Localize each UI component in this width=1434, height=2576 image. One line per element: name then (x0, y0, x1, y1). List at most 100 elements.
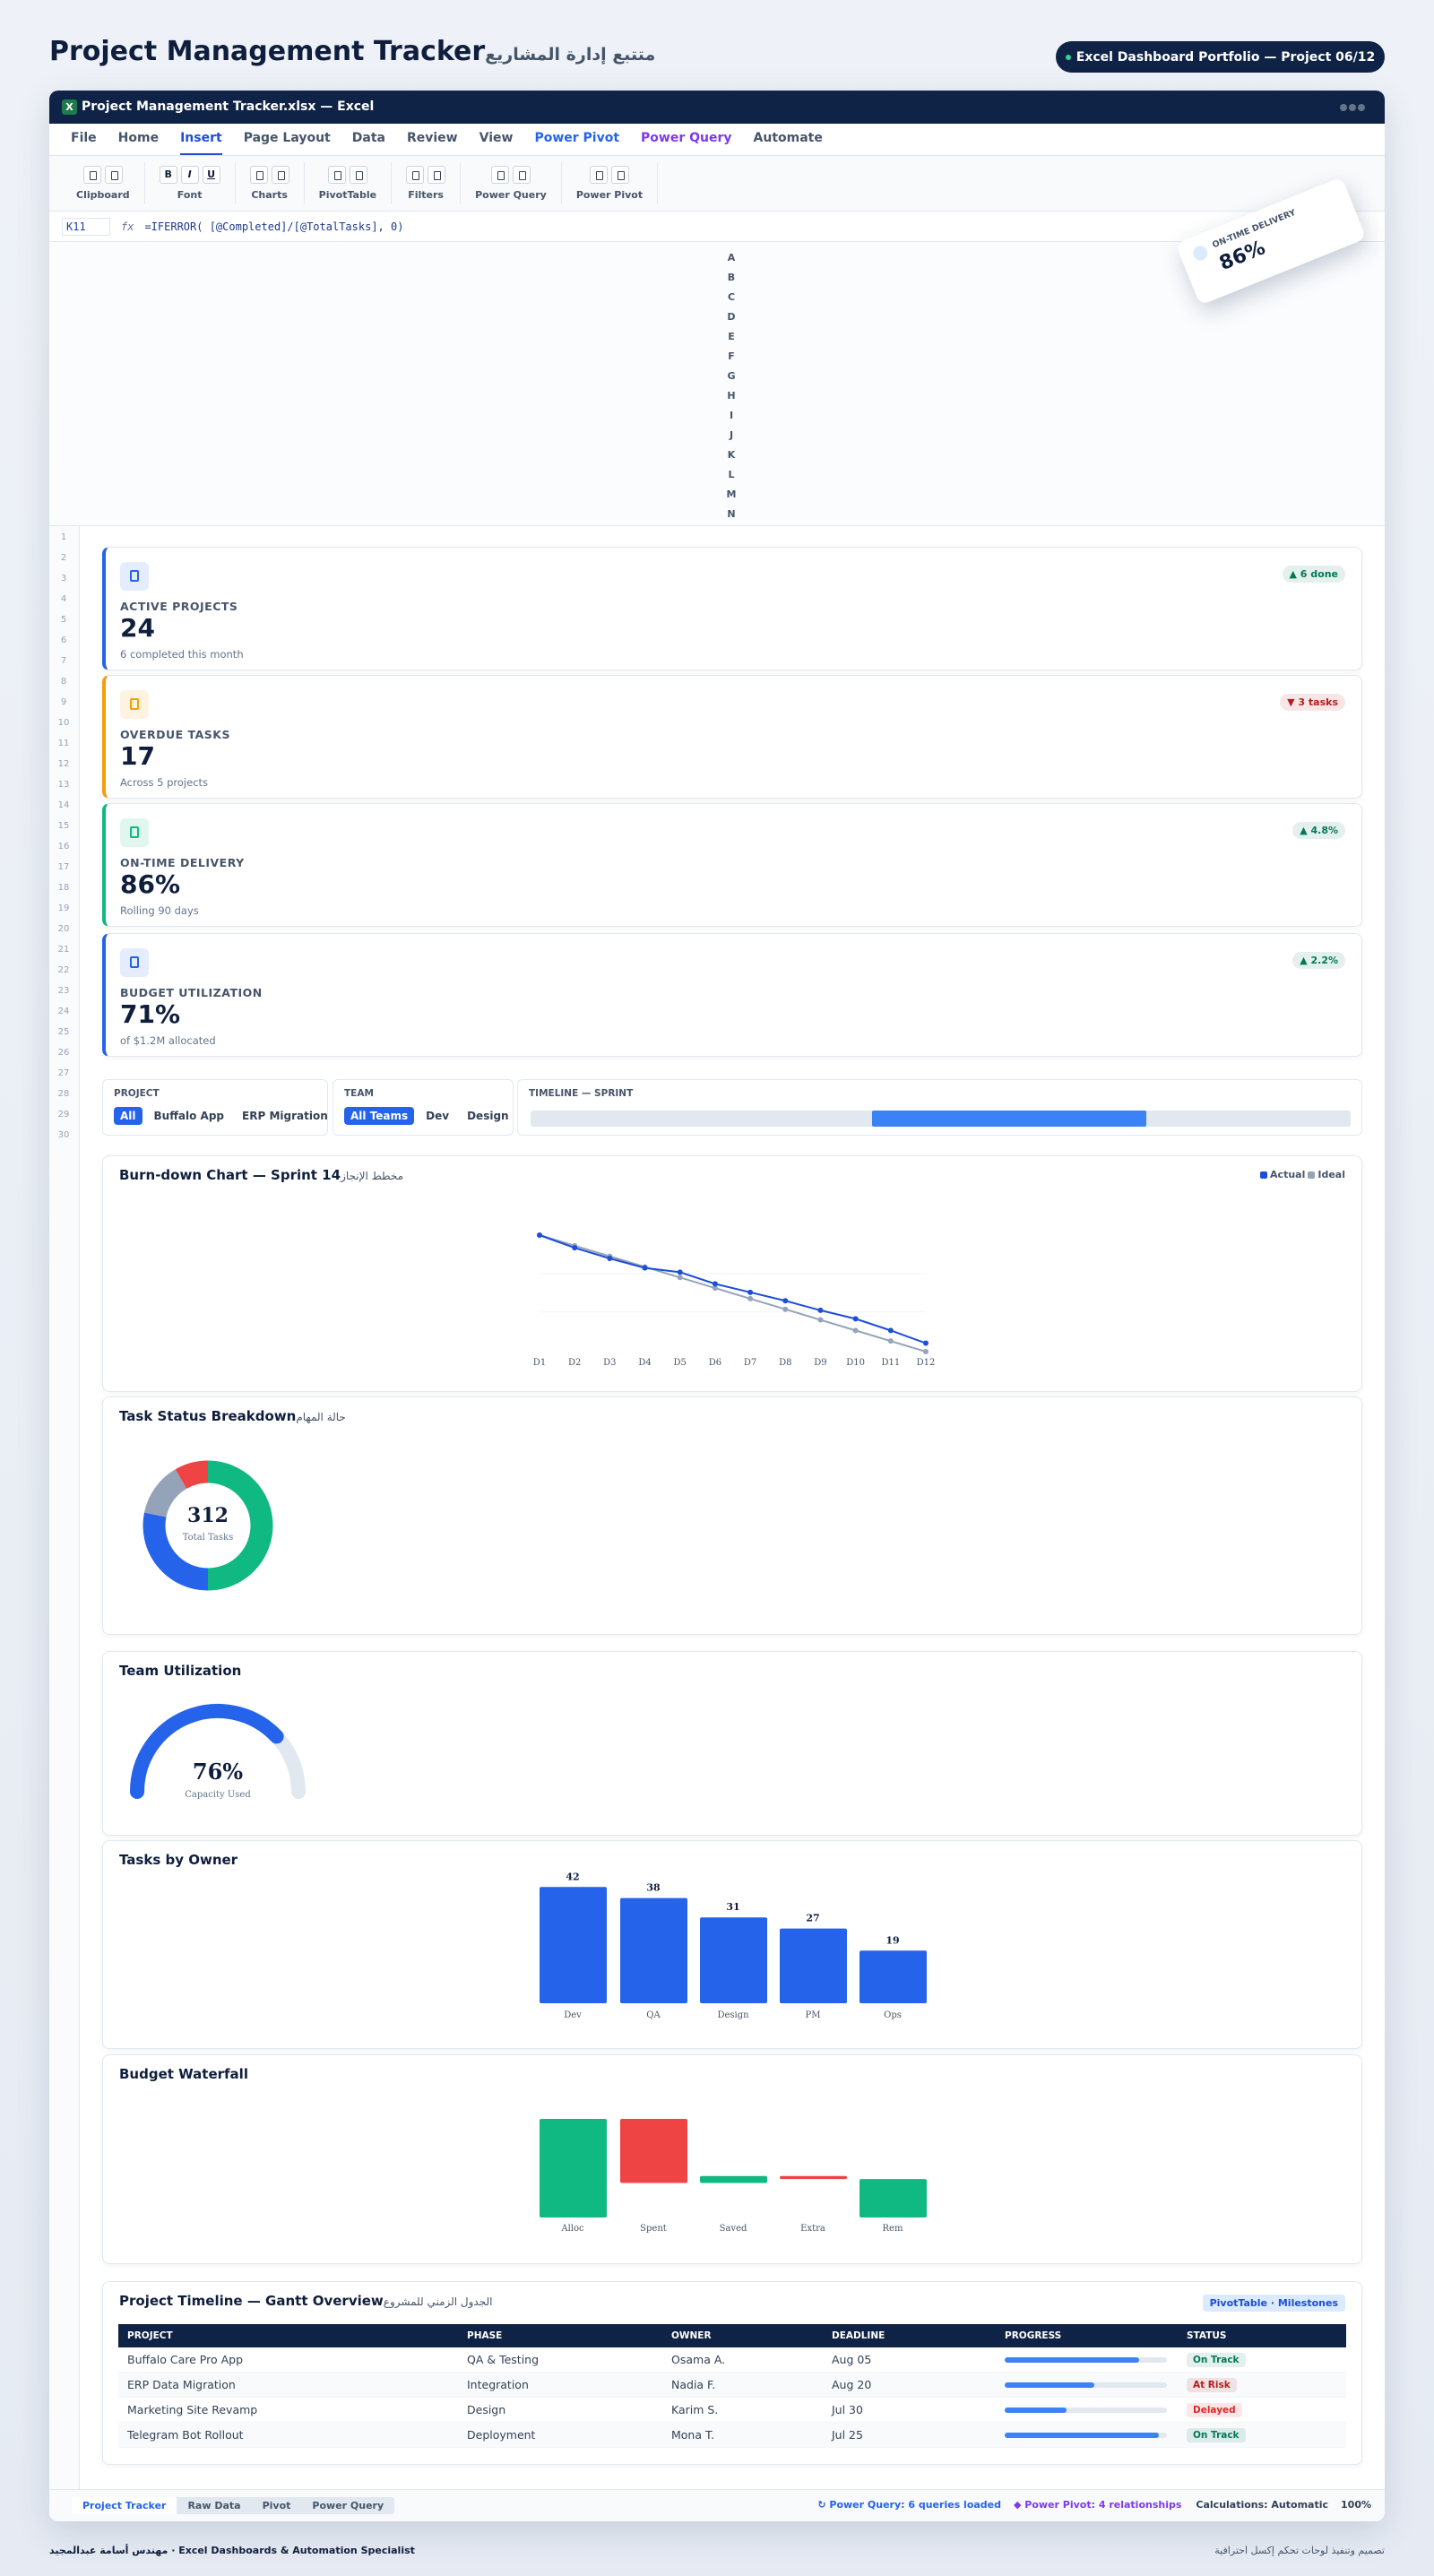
ribbon-button[interactable] (249, 166, 268, 184)
column-header: F (728, 350, 735, 362)
column-heading: DEADLINE (832, 2330, 885, 2341)
row-number: 1 (60, 532, 67, 542)
timeline-track[interactable] (531, 1111, 1351, 1127)
series-point (817, 1307, 824, 1313)
ribbon-tab[interactable]: Home (117, 131, 160, 145)
kpi-icon (120, 562, 149, 591)
footer-left: مهندس أسامة عبدالمجيد · Excel Dashboards… (49, 2545, 415, 2556)
sheet-tab[interactable]: Raw Data (187, 2500, 241, 2511)
ribbon-tab[interactable]: Insert (180, 124, 222, 155)
chart-card: D1 D2 D3 D4 D5 D6 D7 D8 D9 D10 D11 D12 Burn-down Cha… (102, 1155, 1362, 1392)
ribbon-tab[interactable]: Power Pivot (534, 131, 620, 145)
ribbon-buttons (327, 166, 367, 184)
chart-header: Team Utilization (119, 1663, 241, 1679)
ribbon-group-label: Power Query (475, 189, 547, 201)
kpi-card: ACTIVE PROJECTS 24 6 completed this month ▲… (102, 547, 1362, 670)
x-tick-label: QA (646, 2010, 661, 2020)
name-box[interactable]: K11 (62, 217, 110, 236)
x-tick-label: D7 (744, 1358, 756, 1368)
ribbon-buttons (589, 166, 629, 184)
table-cell: Karim S. (671, 2403, 719, 2416)
table-row: ERP Data Migration Integration Nadia F. Aug… (118, 2373, 1346, 2398)
slicer-option[interactable]: All Teams (344, 1107, 415, 1125)
chart-header: Burn-down Chart — Sprint 14 مخطط الإنجاز (119, 1167, 403, 1183)
ribbon-group: B I U Font (145, 162, 236, 204)
kpi-icon-glyph (130, 698, 139, 710)
ribbon-tab[interactable]: Page Layout (243, 131, 331, 145)
ribbon-button[interactable] (589, 166, 608, 184)
ribbon-tab[interactable]: Review (406, 131, 458, 145)
slicer-option[interactable]: Dev (426, 1110, 450, 1122)
ribbon-button[interactable] (490, 166, 509, 184)
ribbon-button[interactable] (327, 166, 346, 184)
donut-segment (175, 1460, 209, 1490)
ribbon-tab[interactable]: Automate (753, 131, 823, 145)
chart: 312 Total Tasks (143, 1460, 273, 1591)
ribbon-tab[interactable]: Power Query (641, 131, 732, 145)
chart-header: Budget Waterfall (119, 2066, 248, 2082)
ribbon-tab[interactable]: File (71, 131, 97, 145)
column-header: J (729, 429, 734, 441)
ribbon-button[interactable]: U (202, 166, 220, 184)
series-point (607, 1256, 613, 1261)
value-label: 42 (566, 1871, 579, 1882)
window-control[interactable] (1349, 104, 1356, 111)
ribbon-button[interactable] (428, 166, 446, 184)
slicer-option[interactable]: All (114, 1107, 143, 1125)
chart-card: 312 Total Tasks Task Status Breakdown حالة … (102, 1396, 1362, 1635)
ribbon-button[interactable]: B (159, 166, 177, 184)
chart-title: Burn-down Chart — Sprint 14 (119, 1167, 341, 1183)
ribbon-button[interactable] (104, 166, 123, 184)
column-header: C (727, 291, 736, 303)
donut-segment (207, 1460, 273, 1591)
table-header: PROJECT PHASE OWNER DEADLINE PROGRESS STATUS (118, 2324, 1346, 2347)
sheet-tab[interactable]: Power Query (312, 2500, 384, 2511)
table-cell: Osama A. (671, 2353, 726, 2366)
ribbon-button[interactable]: I (180, 166, 199, 184)
ribbon-button[interactable] (610, 166, 629, 184)
x-tick-label: Design (717, 2010, 749, 2020)
series-point (677, 1275, 683, 1281)
gantt-badge: PivotTable · Milestones (1202, 2295, 1345, 2312)
ribbon-buttons (406, 166, 446, 184)
ribbon-button[interactable] (82, 166, 101, 184)
sheet-tab[interactable]: Pivot (262, 2500, 291, 2511)
column-header: A (727, 252, 736, 264)
sheet-tab[interactable]: Project Tracker (72, 2497, 177, 2514)
row-number: 30 (57, 1130, 70, 1140)
row-number: 21 (57, 945, 70, 955)
value-label: 31 (726, 1901, 739, 1913)
ribbon-button[interactable] (406, 166, 425, 184)
column-header: I (729, 410, 734, 421)
x-tick-label: D9 (814, 1358, 826, 1368)
value-label: 19 (885, 1934, 899, 1946)
slicer-option[interactable]: ERP Migration (242, 1110, 328, 1122)
column-heading: PROGRESS (1005, 2330, 1062, 2341)
window-control[interactable] (1340, 104, 1347, 111)
window-control[interactable] (1358, 104, 1365, 111)
badge-text: Excel Dashboard Portfolio — Project 06/1… (1076, 49, 1376, 65)
kpi-note: of $1.2M allocated (120, 1034, 216, 1047)
ribbon-group-label: Power Pivot (575, 189, 644, 201)
ribbon-tab[interactable]: Data (351, 131, 385, 145)
ribbon-tab[interactable]: View (479, 131, 514, 145)
title-bar: X Project Management Tracker.xlsx — Excel (49, 91, 1385, 124)
bar (620, 1897, 687, 2003)
series-point (642, 1265, 648, 1271)
x-tick-label: D3 (603, 1358, 616, 1368)
slicer-option[interactable]: Design (467, 1110, 509, 1122)
column-heading: PROJECT (127, 2330, 173, 2341)
ribbon-button[interactable] (349, 166, 367, 184)
ribbon-button[interactable] (512, 166, 531, 184)
ribbon-button[interactable] (271, 166, 289, 184)
row-number: 18 (57, 883, 70, 893)
slicer-option[interactable]: Buffalo App (153, 1110, 225, 1122)
status-items: ↻ Power Query: 6 queries loaded ◆ Power P… (817, 2499, 1371, 2511)
series-point (852, 1327, 859, 1334)
x-tick-label: Dev (564, 2010, 582, 2020)
timeline-selection[interactable] (872, 1111, 1146, 1127)
x-tick-label: D4 (638, 1358, 651, 1368)
formula-text[interactable]: =IFERROR( [@Completed]/[@TotalTasks], 0) (144, 220, 404, 233)
kpi-label: ON-TIME DELIVERY (120, 856, 245, 869)
donut-segment (143, 1512, 209, 1591)
